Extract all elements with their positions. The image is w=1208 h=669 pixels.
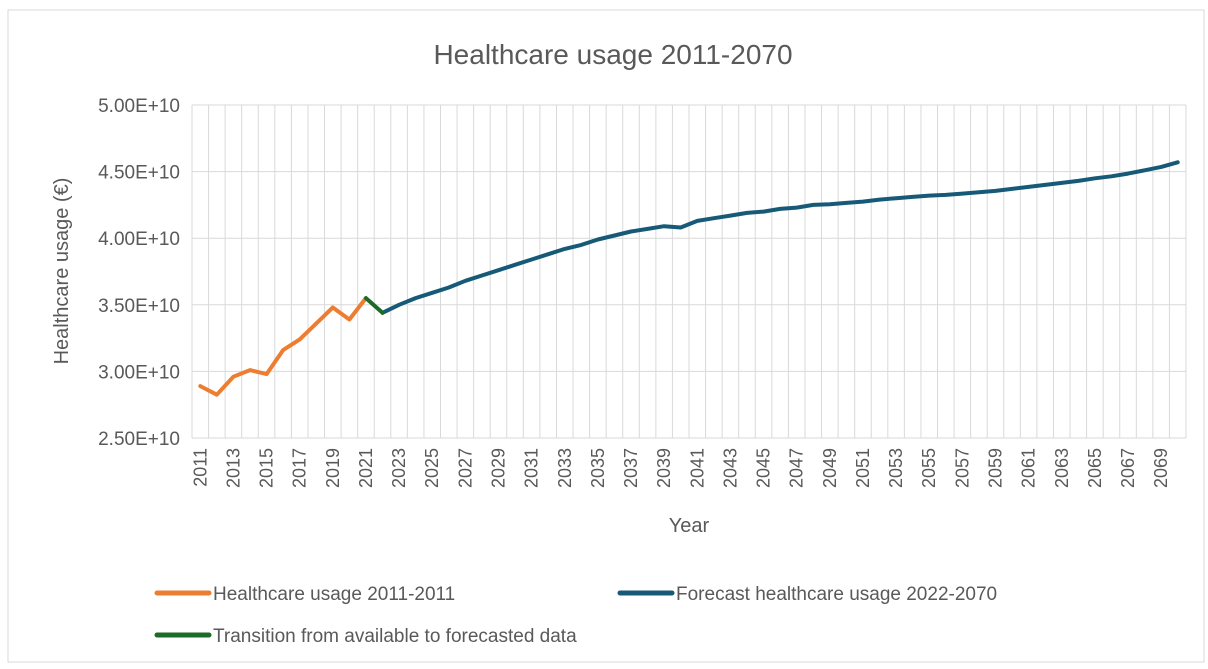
x-tick-label: 2051	[853, 448, 873, 488]
x-tick-label: 2013	[223, 448, 243, 488]
chart-title: Healthcare usage 2011-2070	[433, 39, 792, 70]
x-tick-label: 2039	[654, 448, 674, 488]
x-tick-label: 2065	[1085, 448, 1105, 488]
x-tick-label: 2069	[1151, 448, 1171, 488]
x-tick-label: 2047	[787, 448, 807, 488]
x-tick-label: 2041	[687, 448, 707, 488]
x-tick-label: 2055	[919, 448, 939, 488]
legend-label: Transition from available to forecasted …	[213, 626, 577, 647]
y-tick-label: 2.50E+10	[98, 429, 180, 450]
x-tick-label: 2011	[190, 448, 210, 487]
x-tick-label: 2059	[985, 448, 1005, 488]
x-tick-label: 2025	[422, 448, 442, 488]
x-tick-label: 2043	[720, 448, 740, 488]
x-tick-label: 2049	[820, 448, 840, 488]
y-tick-label: 4.50E+10	[98, 163, 180, 184]
x-tick-label: 2061	[1019, 448, 1039, 488]
x-tick-label: 2023	[389, 448, 409, 488]
x-axis-label: Year	[669, 515, 710, 537]
x-tick-label: 2019	[323, 448, 343, 488]
y-tick-label: 5.00E+10	[98, 96, 180, 117]
y-axis-label: Healthcare usage (€)	[51, 178, 73, 365]
x-tick-label: 2045	[754, 448, 774, 488]
x-tick-label: 2057	[952, 448, 972, 488]
x-tick-label: 2017	[290, 448, 310, 488]
x-tick-label: 2067	[1118, 448, 1138, 488]
x-tick-label: 2015	[257, 448, 277, 488]
x-tick-label: 2029	[488, 448, 508, 488]
y-tick-label: 4.00E+10	[98, 229, 180, 250]
legend-label: Forecast healthcare usage 2022-2070	[676, 584, 997, 605]
x-tick-label: 2021	[356, 448, 376, 488]
x-tick-label: 2037	[621, 448, 641, 488]
x-tick-label: 2035	[588, 448, 608, 488]
gridlines	[192, 105, 1186, 438]
x-tick-label: 2027	[455, 448, 475, 488]
x-tick-label: 2033	[555, 448, 575, 488]
x-tick-label: 2053	[886, 448, 906, 488]
x-tick-label: 2063	[1052, 448, 1072, 488]
y-tick-label: 3.50E+10	[98, 296, 180, 317]
y-tick-label: 3.00E+10	[98, 362, 180, 383]
x-tick-label: 2031	[522, 448, 542, 488]
legend-label: Healthcare usage 2011-2011	[213, 584, 455, 605]
